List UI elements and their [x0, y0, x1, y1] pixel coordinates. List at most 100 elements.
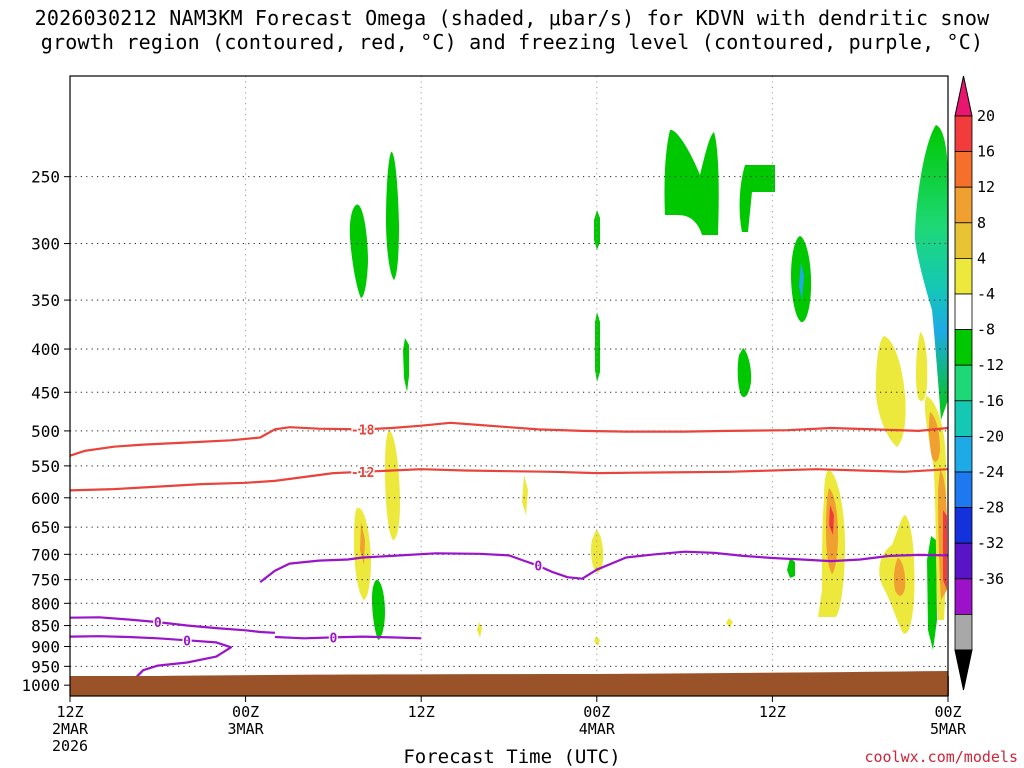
colorbar-label: -12 [977, 356, 1004, 374]
x-tick-label: 12Z [759, 703, 786, 721]
colorbar-swatch [954, 614, 973, 651]
colorbar: 20 16 12 8 4 -4 -8 -12 -16 -20 -24 -28 -32 -36 [954, 75, 1004, 691]
colorbar-label: -20 [977, 427, 1004, 445]
x-tick-label: 00Z [583, 703, 610, 721]
colorbar-label: 16 [977, 143, 995, 161]
y-tick-label: 300 [31, 235, 60, 254]
omega-area-upward [739, 165, 775, 232]
freezing-level-contour-label: 0 [154, 616, 162, 631]
plot-frame [69, 75, 949, 697]
terrain-top-edge [70, 671, 948, 680]
omega-area-downward [875, 336, 906, 447]
omega-area-upward [595, 312, 600, 382]
freezing-level-contour-label: 0 [329, 631, 337, 646]
y-tick-label: 600 [31, 489, 60, 508]
y-tick-label: 700 [31, 545, 60, 564]
omega-area-downward [915, 332, 928, 402]
temperature-contours: -18 -12 0 0 0 0 [69, 421, 949, 679]
colorbar-top-triangle [954, 75, 973, 117]
x-tick-label: 12Z [56, 703, 83, 721]
omega-area-upward [664, 129, 719, 235]
freezing-level-contour [259, 550, 949, 583]
colorbar-swatch [954, 471, 973, 508]
omega-area-upward [386, 151, 399, 280]
omega-area-downward [928, 412, 940, 462]
colorbar-label: 4 [977, 249, 986, 267]
omega-area-downward [726, 618, 733, 628]
omega-area-upward [787, 558, 795, 578]
x-tick-label: 2026 [52, 737, 88, 755]
y-tick-label: 250 [31, 168, 60, 187]
colorbar-swatch [954, 364, 973, 402]
colorbar-label: 12 [977, 178, 995, 196]
omega-area-downward [894, 558, 906, 596]
colorbar-label: -32 [977, 534, 1004, 552]
omega-area-downward [477, 622, 482, 638]
x-tick-label: 4MAR [579, 720, 616, 738]
omega-area-upward [799, 262, 804, 300]
omega-area-upward [737, 348, 752, 398]
dgz-contour-label: -18 [351, 423, 375, 438]
x-tick-label: 00Z [934, 703, 961, 721]
omega-area-downward [943, 510, 947, 590]
x-tick-label: 12Z [408, 703, 435, 721]
colorbar-swatch [954, 186, 973, 224]
y-tick-label: 900 [31, 638, 60, 657]
colorbar-swatch [954, 115, 973, 152]
colorbar-swatch [954, 542, 973, 580]
y-tick-label: 350 [31, 291, 60, 310]
omega-area-downward [360, 522, 365, 565]
y-tick-label: 800 [31, 594, 60, 613]
x-axis-title: Forecast Time (UTC) [403, 746, 621, 768]
y-axis: 250 300 350 400 450 500 550 600 650 700 750 800 850 9… [21, 168, 70, 695]
colorbar-label: -28 [977, 499, 1004, 517]
dgz-contour-label: -12 [351, 466, 374, 481]
y-tick-label: 850 [31, 617, 60, 636]
credit-text: coolwx.com/models [864, 748, 1018, 766]
colorbar-label: 20 [977, 107, 995, 125]
colorbar-swatch [954, 578, 973, 615]
chart-title: 2026030212 NAM3KM Forecast Omega (shaded… [0, 6, 1024, 54]
omega-area-downward [385, 430, 400, 540]
y-tick-label: 450 [31, 383, 60, 402]
y-tick-label: 500 [31, 422, 60, 441]
dgz-contour [69, 421, 949, 457]
omega-area-downward [522, 475, 528, 515]
x-tick-label: 5MAR [930, 720, 967, 738]
freezing-level-contour [69, 616, 275, 634]
freezing-level-contour-label: 0 [534, 560, 542, 575]
colorbar-swatch [954, 507, 973, 544]
y-tick-label: 400 [31, 340, 60, 359]
colorbar-swatch [954, 435, 973, 473]
colorbar-label: -36 [977, 570, 1004, 588]
colorbar-label: 8 [977, 214, 986, 232]
freezing-level-contour [69, 635, 233, 679]
dgz-contour [69, 468, 949, 492]
colorbar-label: -4 [977, 285, 995, 303]
y-tick-label: 550 [31, 457, 60, 476]
y-tick-label: 1000 [21, 676, 60, 695]
omega-area-downward [594, 636, 600, 646]
x-tick-label: 2MAR [52, 720, 89, 738]
chart-title-line1: 2026030212 NAM3KM Forecast Omega (shaded… [34, 6, 990, 30]
colorbar-swatch [954, 257, 973, 295]
grid-lines [70, 76, 948, 696]
x-tick-label: 00Z [232, 703, 259, 721]
omega-area-downward [829, 505, 834, 535]
colorbar-label: -8 [977, 321, 995, 339]
omega-area-upward [403, 338, 409, 392]
omega-area-upward [915, 125, 948, 420]
colorbar-swatch [954, 329, 973, 366]
colorbar-swatch [954, 293, 973, 330]
colorbar-swatch [954, 400, 973, 437]
omega-shading [349, 125, 948, 650]
chart-title-line2: growth region (contoured, red, °C) and f… [40, 30, 984, 54]
y-tick-label: 650 [31, 518, 60, 537]
omega-area-upward [372, 579, 385, 640]
colorbar-swatch [954, 222, 973, 259]
x-tick-label: 3MAR [228, 720, 265, 738]
colorbar-label: -16 [977, 392, 1004, 410]
y-tick-label: 950 [31, 657, 60, 676]
